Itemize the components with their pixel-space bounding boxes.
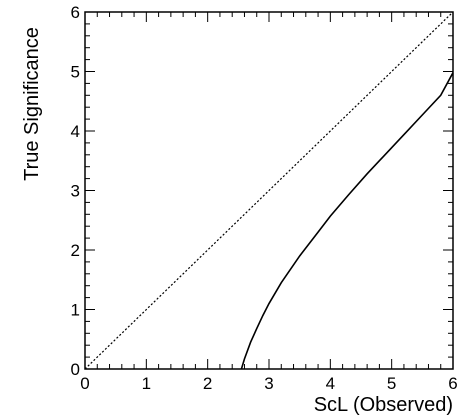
- significance-curve: [240, 72, 454, 370]
- series-layer: [84, 11, 454, 370]
- x-tick-label: 3: [264, 374, 273, 393]
- y-axis-title: True Significance: [21, 27, 43, 181]
- x-tick-label: 2: [203, 374, 212, 393]
- x-axis-title: ScL (Observed): [314, 394, 453, 416]
- tick-labels: 0 1 2 3 4 5 6 0 1 2 3 4 5 6: [71, 3, 458, 393]
- diagonal-reference-line: [84, 11, 454, 370]
- ticks: [84, 11, 454, 370]
- y-tick-label: 6: [71, 3, 80, 22]
- x-tick-label: 5: [387, 374, 396, 393]
- y-tick-label: 5: [71, 63, 80, 82]
- y-tick-label: 4: [71, 122, 80, 141]
- x-tick-label: 0: [80, 374, 89, 393]
- y-tick-label: 0: [71, 360, 80, 379]
- y-tick-label: 3: [71, 182, 80, 201]
- x-tick-label: 6: [448, 374, 457, 393]
- x-tick-label: 1: [142, 374, 151, 393]
- y-tick-label: 2: [71, 241, 80, 260]
- y-tick-label: 1: [71, 301, 80, 320]
- x-tick-label: 4: [326, 374, 335, 393]
